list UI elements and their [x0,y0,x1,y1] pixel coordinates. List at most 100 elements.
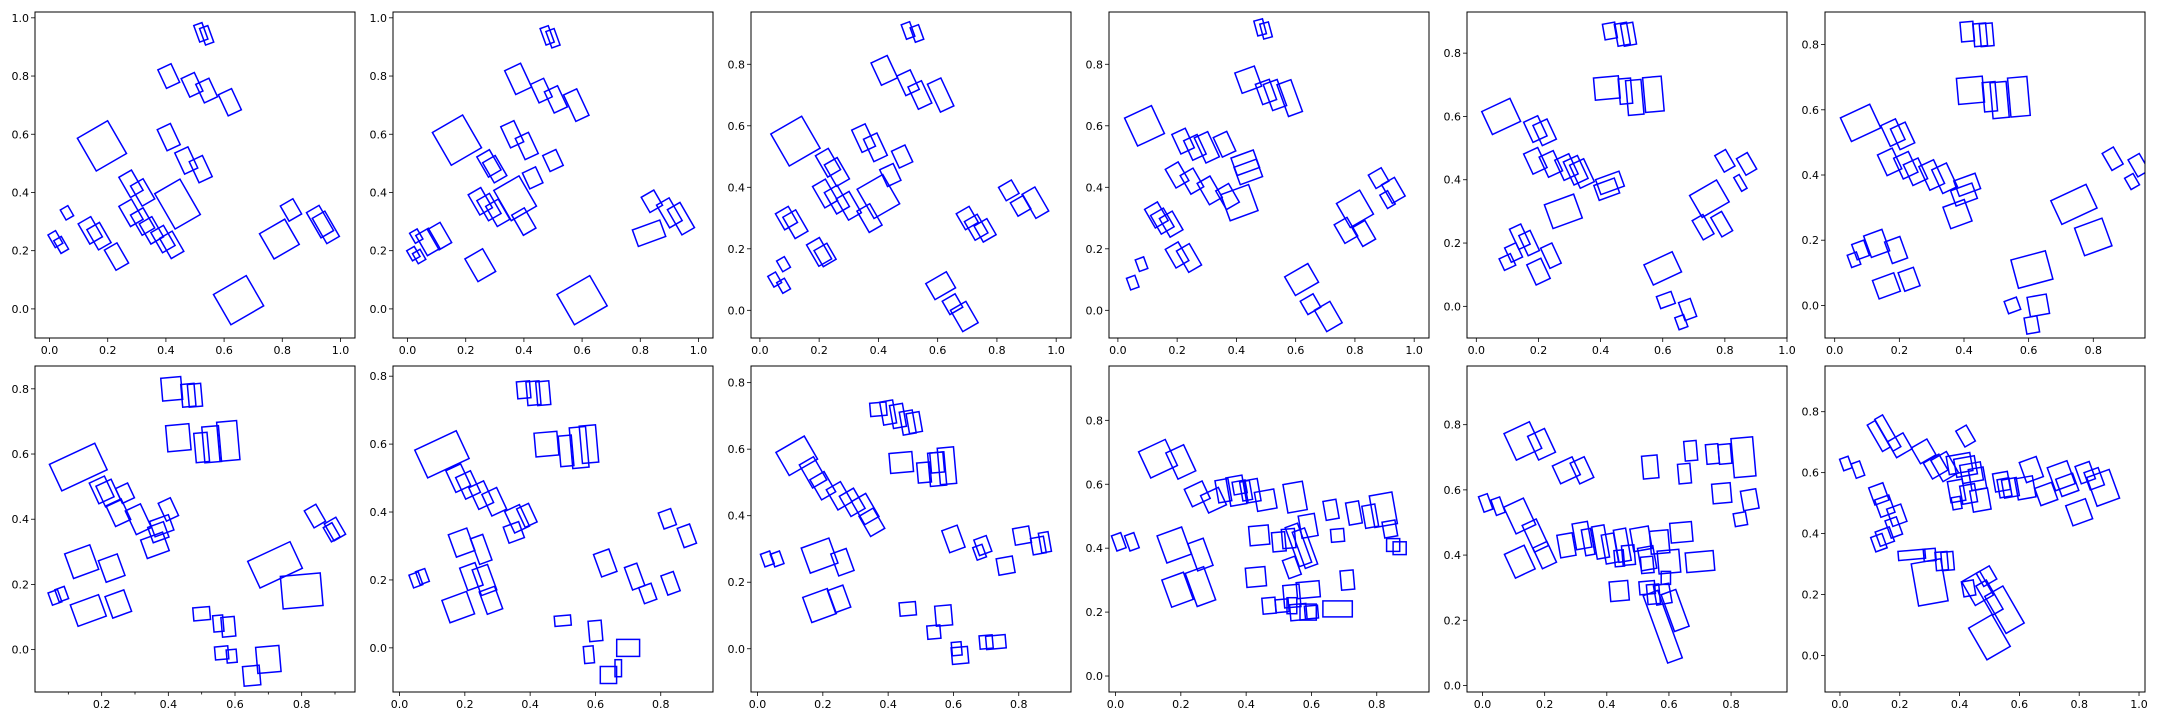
box [1261,596,1278,616]
x-tick-label: 0.8 [274,344,292,357]
box [835,190,863,222]
box [1351,219,1377,248]
box [676,523,698,549]
boxes [47,375,347,688]
box [2013,474,2037,501]
box [963,213,989,242]
box [475,148,503,179]
box [888,402,908,430]
box [1258,20,1274,40]
y-tick-label: 0.4 [1086,181,1104,194]
box [1276,78,1304,118]
box [1846,250,1862,269]
box [890,144,914,170]
box [544,27,562,49]
box [186,382,204,409]
box [1660,588,1691,633]
box [1732,173,1749,193]
box [1143,200,1170,229]
box [469,533,493,566]
box [1873,494,1896,519]
box [640,189,664,214]
box [829,547,856,577]
y-tick-label: 0.2 [1444,614,1462,627]
box [1029,535,1048,556]
boxes [1839,20,2145,335]
box [413,429,471,479]
x-tick-label: 0.4 [157,344,175,357]
box [159,375,184,402]
box [510,206,537,237]
box [1322,600,1354,618]
y-tick-label: 0.0 [1086,304,1104,317]
y-tick-label: 0.6 [1802,104,1820,117]
box [2006,75,2032,118]
box [1253,488,1278,513]
x-tick-label: 0.0 [1826,344,1844,357]
box [303,503,327,529]
x-tick-label: 0.8 [1010,698,1028,711]
box [775,255,792,273]
y-tick-label: 0.4 [1444,549,1462,562]
box [1677,297,1698,322]
box [1123,531,1141,552]
box [1335,189,1375,229]
box [769,550,785,568]
x-tick-label: 0.2 [1172,698,1190,711]
subplot-11: 0.0 0.2 0.4 0.6 0.8 0.0 0.2 0.4 0.6 0.8 [1444,365,1788,711]
box [525,379,542,407]
x-tick-label: 0.4 [1592,344,1610,357]
box [2000,476,2021,500]
box [408,570,424,589]
x-tick-label: 0.6 [1660,698,1678,711]
box [1910,437,1938,465]
box [1555,531,1577,559]
box [1303,604,1320,620]
box [2046,459,2077,492]
y-tick-label: 0.2 [1802,234,1820,247]
box [146,520,170,544]
box [431,114,483,167]
box [1949,182,1979,208]
x-tick-label: 0.6 [929,344,947,357]
box [514,131,540,161]
x-tick-label: 0.8 [1368,698,1386,711]
y-tick-label: 0.8 [370,370,388,383]
box [1613,549,1626,568]
box [97,553,126,584]
box [1164,443,1197,481]
box [1684,549,1716,574]
axes-frame [1824,365,2146,693]
box [941,292,964,316]
box [188,154,214,184]
y-tick-label: 0.2 [1444,237,1462,250]
box [515,379,532,400]
box [868,401,888,418]
box [1539,242,1563,270]
y-tick-label: 0.4 [728,510,746,523]
y-tick-label: 0.4 [728,181,746,194]
boxes [759,399,1053,666]
subplot-3: 0.0 0.2 0.4 0.6 0.8 1.0 0.0 0.2 0.4 0.6 0.8 [728,11,1072,357]
box [1175,242,1203,274]
box [1955,75,1986,106]
y-tick-label: 0.0 [12,644,30,657]
box [88,475,116,505]
box [212,274,265,326]
x-tick-label: 0.8 [293,698,311,711]
box [1942,198,1973,230]
x-tick-label: 0.2 [810,344,828,357]
x-tick-label: 0.6 [1654,344,1672,357]
box [515,502,539,529]
box [862,132,889,163]
box [1958,482,1979,506]
box [1655,290,1677,310]
box [103,241,130,272]
x-tick-label: 1.0 [332,344,350,357]
box [502,520,526,545]
box [1660,570,1672,586]
box [1867,481,1891,507]
box [534,379,552,407]
box [1592,75,1622,101]
